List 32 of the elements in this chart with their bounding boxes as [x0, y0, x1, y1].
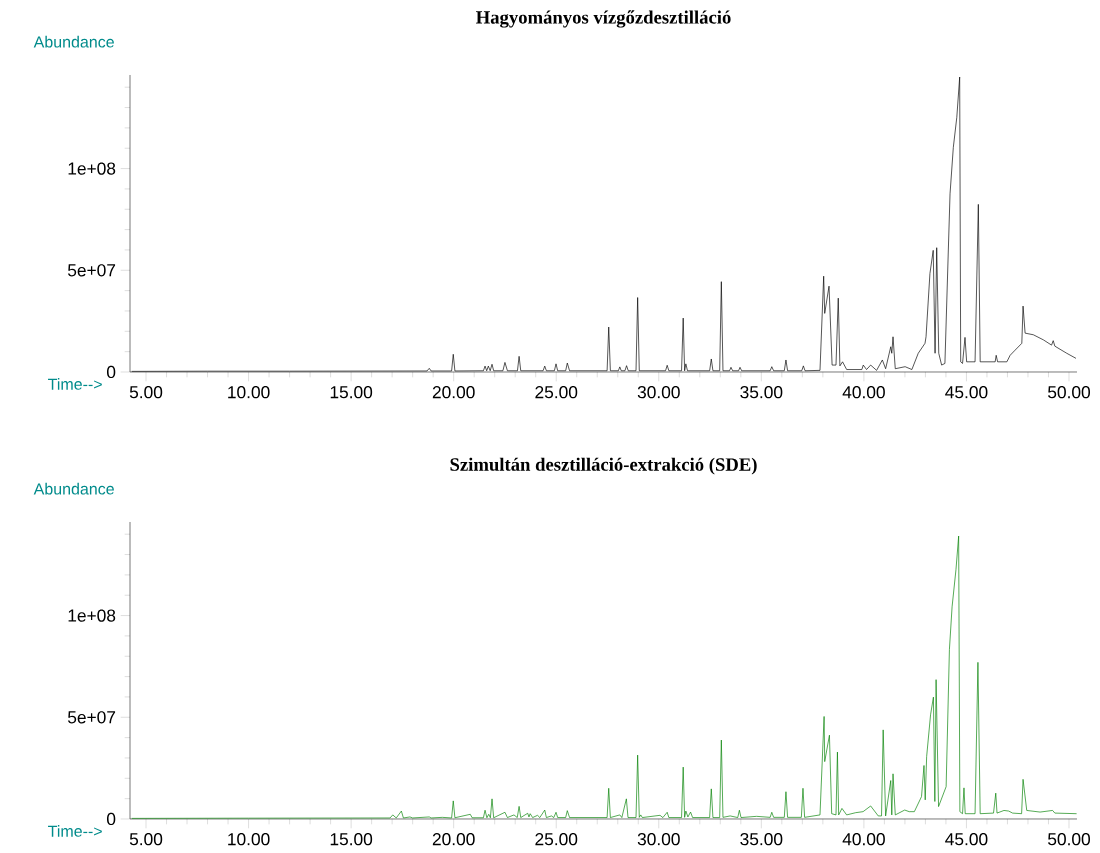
x-axis-title: Time-->: [48, 825, 102, 837]
x-tick-label: 45.00: [945, 386, 988, 399]
x-axis-title: Time-->: [48, 378, 102, 390]
x-tick-label: 5.00: [129, 833, 163, 846]
x-tick-label: 5.00: [129, 386, 163, 399]
y-tick-label: 1e+08: [68, 162, 116, 175]
x-tick-label: 10.00: [228, 386, 270, 399]
y-tick-label: 5e+07: [67, 264, 116, 277]
y-tick-label: 5e+07: [67, 711, 116, 724]
x-tick-label: 30.00: [637, 386, 680, 399]
x-tick-label: 40.00: [842, 386, 885, 399]
chart-title: Szimultán desztilláció-extrakció (SDE): [450, 457, 757, 475]
x-tick-label: 15.00: [330, 833, 373, 846]
chart-title: Hagyományos vízgőzdesztilláció: [476, 10, 731, 28]
x-tick-label: 25.00: [535, 833, 578, 846]
y-axis-title: Abundance: [33, 35, 114, 48]
y-tick-label: 0: [106, 812, 116, 826]
x-tick-label: 50.00: [1048, 386, 1091, 399]
x-tick-label: 25.00: [535, 386, 578, 399]
y-axis-title: Abundance: [33, 482, 114, 495]
y-tick-label: 1e+08: [68, 609, 116, 622]
x-tick-label: 50.00: [1048, 833, 1091, 846]
x-tick-label: 15.00: [330, 386, 373, 399]
x-tick-label: 35.00: [740, 386, 783, 399]
x-tick-label: 10.00: [228, 833, 270, 846]
y-tick-label: 0: [106, 365, 116, 379]
x-tick-label: 35.00: [740, 833, 783, 846]
x-tick-label: 40.00: [842, 833, 885, 846]
x-tick-label: 45.00: [945, 833, 988, 846]
x-tick-label: 20.00: [432, 386, 475, 399]
x-tick-label: 30.00: [637, 833, 680, 846]
x-tick-label: 20.00: [432, 833, 475, 846]
